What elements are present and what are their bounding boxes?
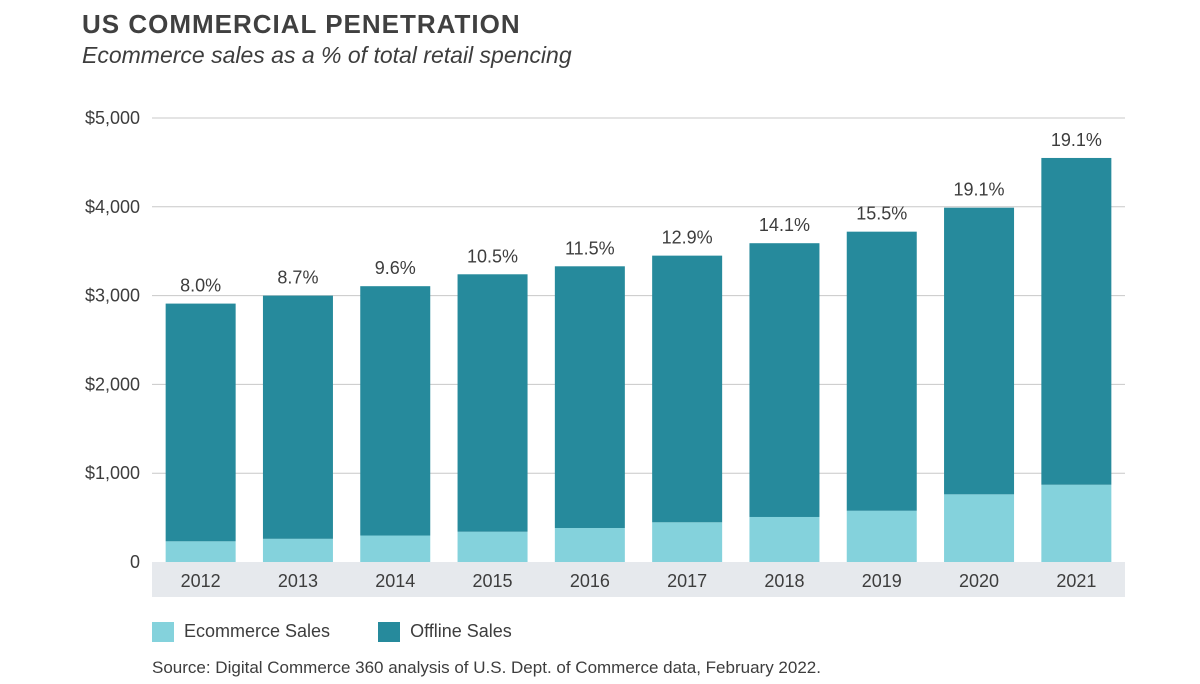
x-tick-label: 2018 (764, 571, 804, 591)
x-tick-label: 2015 (473, 571, 513, 591)
bar-offline (554, 266, 625, 528)
legend-label-offline: Offline Sales (410, 621, 512, 641)
x-tick-label: 2017 (667, 571, 707, 591)
bar-percent-label: 9.6% (375, 258, 416, 278)
legend-item-ecommerce: Ecommerce Sales (152, 621, 330, 642)
y-tick-label: 0 (130, 552, 140, 572)
bar-offline (749, 243, 820, 517)
bar-percent-label: 8.7% (277, 268, 318, 288)
bar-offline (457, 274, 528, 532)
bar-percent-label: 11.5% (565, 238, 615, 258)
x-axis-band (152, 562, 1125, 597)
x-tick-label: 2020 (959, 571, 999, 591)
legend-label-ecommerce: Ecommerce Sales (184, 621, 331, 641)
x-tick-label: 2021 (1056, 571, 1096, 591)
source-note: Source: Digital Commerce 360 analysis of… (152, 658, 821, 677)
y-tick-label: $2,000 (85, 374, 140, 394)
bar-ecommerce (262, 538, 333, 562)
bar-percent-label: 8.0% (180, 276, 221, 296)
bar-offline (846, 231, 917, 511)
bar-ecommerce (652, 522, 723, 562)
bar-offline (165, 303, 236, 542)
legend-swatch-offline (378, 621, 401, 642)
bar-ecommerce (165, 541, 236, 562)
bar-offline (944, 207, 1015, 495)
chart-legend: Ecommerce Sales Offline Sales (152, 621, 560, 642)
y-tick-label: $5,000 (85, 108, 140, 128)
bar-ecommerce (1041, 484, 1112, 562)
x-tick-label: 2013 (278, 571, 318, 591)
x-tick-label: 2014 (375, 571, 415, 591)
y-tick-label: $1,000 (85, 463, 140, 483)
bar-offline (262, 295, 333, 539)
bar-ecommerce (360, 535, 431, 562)
bar-percent-label: 10.5% (467, 246, 518, 266)
bar-percent-label: 15.5% (856, 204, 907, 224)
bar-percent-label: 19.1% (1051, 130, 1102, 150)
bar-ecommerce (749, 516, 820, 562)
bar-ecommerce (457, 531, 528, 562)
x-tick-label: 2016 (570, 571, 610, 591)
y-tick-label: $3,000 (85, 286, 140, 306)
bar-percent-label: 14.1% (759, 215, 810, 235)
legend-swatch-ecommerce (152, 621, 174, 642)
bar-percent-label: 12.9% (662, 228, 713, 248)
bar-ecommerce (554, 527, 625, 562)
x-tick-label: 2019 (862, 571, 902, 591)
x-tick-label: 2012 (181, 571, 221, 591)
bar-ecommerce (944, 494, 1015, 562)
bar-ecommerce (846, 510, 917, 562)
chart-title: US COMMERCIAL PENETRATION (82, 9, 521, 39)
bar-percent-label: 19.1% (954, 180, 1005, 200)
bar-offline (360, 286, 431, 536)
bar-offline (1041, 157, 1112, 485)
y-tick-label: $4,000 (85, 197, 140, 217)
chart-subtitle: Ecommerce sales as a % of total retail s… (82, 42, 572, 68)
legend-item-offline: Offline Sales (378, 621, 512, 642)
bar-offline (652, 255, 723, 523)
